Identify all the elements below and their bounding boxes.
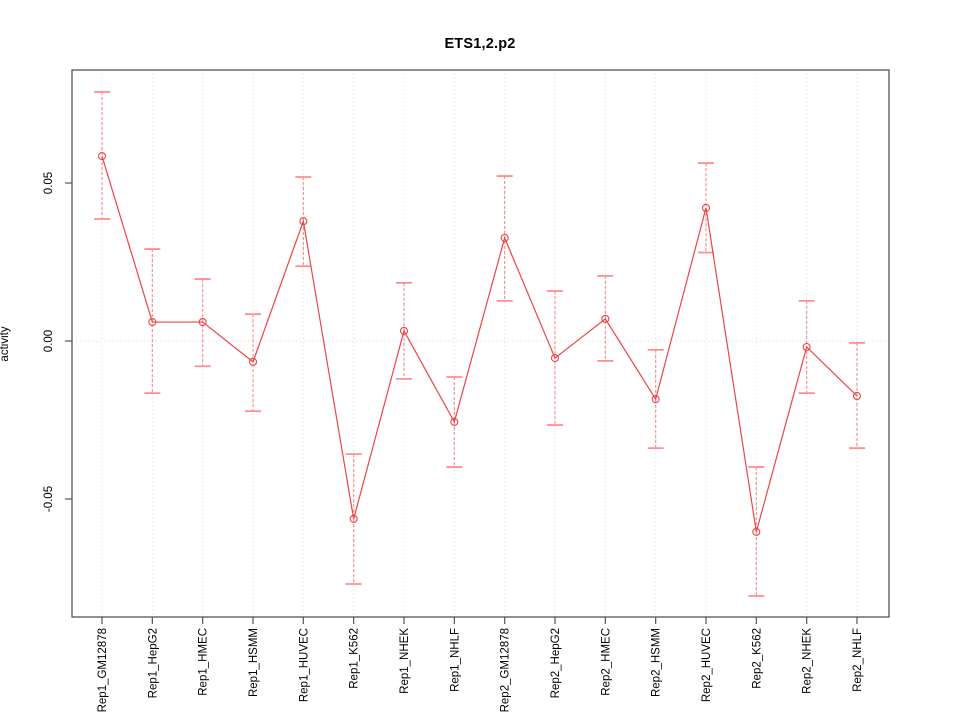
data-point <box>752 527 761 536</box>
data-point <box>248 357 258 366</box>
x-tick-label: Rep1_GM12878 <box>97 628 109 712</box>
data-point <box>601 314 610 323</box>
data-point <box>349 514 358 523</box>
x-tick-label: Rep1_HepG2 <box>147 628 159 698</box>
x-tick-label: Rep1_NHEK <box>399 628 411 694</box>
data-point <box>148 317 157 327</box>
y-tick-label: 0.00 <box>43 330 55 352</box>
data-point <box>399 326 409 335</box>
x-tick-label: Rep2_HepG2 <box>550 628 562 698</box>
x-tick-label: Rep2_K562 <box>751 628 763 689</box>
x-tick-label: Rep2_GM12878 <box>500 628 512 712</box>
y-tick-label: 0.05 <box>43 172 55 194</box>
data-point <box>852 391 862 401</box>
x-tick-label: Rep2_NHEK <box>802 628 814 694</box>
x-tick-label: Rep1_NHLF <box>449 628 461 692</box>
x-tick-label: Rep2_HSMM <box>651 628 663 697</box>
x-tick-label: Rep1_HSMM <box>248 628 260 697</box>
series-line <box>101 155 858 533</box>
data-point <box>97 152 107 161</box>
data-point <box>500 233 509 243</box>
chart-title: ETS1,2.p2 <box>444 36 516 52</box>
panel-border <box>71 69 890 618</box>
y-tick-label: -0.05 <box>43 486 55 512</box>
data-point <box>701 203 711 213</box>
x-tick-label: Rep2_NHLF <box>852 628 864 692</box>
data-point <box>651 395 660 404</box>
x-tick-label: Rep1_HUVEC <box>298 628 310 702</box>
data-point <box>550 354 560 363</box>
x-tick-label: Rep2_HUVEC <box>701 628 713 702</box>
data-point <box>198 317 207 327</box>
x-tick-label: Rep1_K562 <box>349 628 361 689</box>
data-point <box>450 417 459 426</box>
data-point <box>299 217 308 226</box>
x-tick-label: Rep1_HMEC <box>198 628 210 696</box>
x-tick-label: Rep2_HMEC <box>600 628 612 696</box>
data-point <box>802 342 811 352</box>
